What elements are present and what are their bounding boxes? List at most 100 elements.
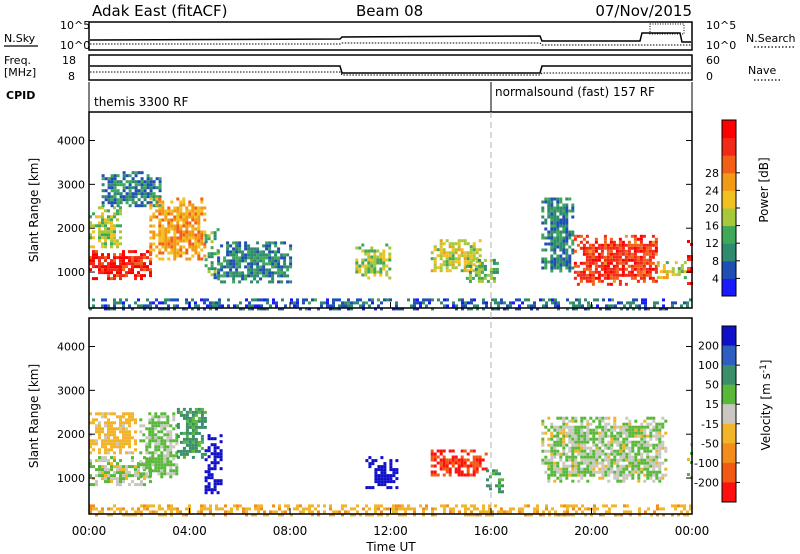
heatmap-cell — [583, 449, 587, 453]
heatmap-cell — [383, 465, 387, 469]
heatmap-cell — [122, 465, 125, 469]
heatmap-cell — [580, 461, 584, 465]
heatmap-cell — [451, 461, 455, 465]
heatmap-cell — [275, 304, 278, 308]
heatmap-cell — [556, 416, 560, 420]
heatmap-cell — [460, 464, 464, 468]
heatmap-cell — [652, 455, 656, 459]
heatmap-cell — [125, 513, 128, 517]
heatmap-cell — [588, 255, 592, 259]
heatmap-cell — [245, 507, 248, 511]
heatmap-cell — [583, 461, 587, 465]
heatmap-cell — [605, 504, 608, 508]
heatmap-cell — [235, 271, 239, 275]
heatmap-cell — [179, 245, 183, 249]
heatmap-cell — [92, 304, 95, 308]
heatmap-cell — [149, 271, 152, 275]
heatmap-cell — [98, 433, 101, 437]
heatmap-cell — [628, 440, 632, 444]
heatmap-cell — [341, 504, 344, 508]
heatmap-cell — [194, 446, 198, 450]
heatmap-cell — [101, 195, 105, 199]
heatmap-cell — [203, 206, 207, 210]
heatmap-cell — [143, 189, 147, 193]
heatmap-cell — [483, 267, 487, 271]
heatmap-cell — [289, 265, 293, 269]
heatmap-cell — [576, 282, 580, 286]
heatmap-cell — [646, 458, 650, 462]
heatmap-cell — [364, 270, 368, 274]
heatmap-cell — [655, 473, 659, 477]
heatmap-cell — [329, 507, 332, 511]
heatmap-cell — [200, 410, 204, 414]
heatmap-cell — [119, 483, 122, 487]
heatmap-cell — [620, 307, 623, 311]
heatmap-cell — [445, 458, 449, 462]
heatmap-cell — [573, 276, 577, 280]
heatmap-cell — [188, 224, 192, 228]
heatmap-cell — [158, 209, 162, 213]
heatmap-cell — [287, 504, 290, 508]
heatmap-cell — [436, 461, 440, 465]
heatmap-cell — [148, 418, 152, 422]
heatmap-cell — [107, 180, 111, 184]
heatmap-cell — [256, 250, 260, 254]
heatmap-cell — [131, 262, 134, 266]
heatmap-cell — [642, 264, 646, 268]
heatmap-cell — [176, 455, 180, 459]
heatmap-cell — [571, 206, 575, 210]
heatmap-cell — [256, 256, 260, 260]
nsearch-series-line — [90, 42, 691, 46]
heatmap-cell — [314, 507, 317, 511]
heatmap-cell — [227, 304, 230, 308]
heatmap-cell — [577, 473, 581, 477]
heatmap-cell — [197, 407, 201, 411]
heatmap-cell — [571, 233, 575, 237]
heatmap-cell — [541, 266, 545, 270]
heatmap-cell — [643, 443, 647, 447]
heatmap-cell — [149, 189, 153, 193]
heatmap-cell — [158, 504, 161, 508]
heatmap-cell — [173, 239, 177, 243]
heatmap-cell — [161, 251, 165, 255]
heatmap-cell — [633, 264, 637, 268]
heatmap-cell — [207, 237, 211, 241]
heatmap-cell — [475, 461, 479, 465]
heatmap-cell — [367, 276, 371, 280]
heatmap-cell — [433, 257, 437, 261]
heatmap-cell — [212, 301, 215, 305]
heatmap-cell — [488, 504, 491, 508]
heatmap-cell — [280, 280, 284, 284]
heatmap-cell — [640, 431, 644, 435]
heatmap-cell — [277, 274, 281, 278]
heatmap-cell — [188, 419, 192, 423]
heatmap-cell — [207, 455, 211, 459]
heatmap-cell — [374, 504, 377, 508]
heatmap-cell — [431, 513, 434, 517]
heatmap-cell — [167, 218, 171, 222]
heatmap-cell — [597, 258, 601, 262]
heatmap-cell — [107, 307, 110, 311]
colorbar-swatch — [722, 120, 736, 139]
heatmap-cell — [382, 252, 386, 256]
heatmap-cell — [651, 276, 655, 280]
heatmap-cell — [643, 467, 647, 471]
heatmap-cell — [606, 264, 610, 268]
heatmap-cell — [547, 449, 551, 453]
radar-title: Adak East (fitACF) — [92, 2, 227, 20]
heatmap-cell — [268, 268, 272, 272]
heatmap-cell — [610, 431, 614, 435]
heatmap-cell — [128, 474, 131, 478]
heatmap-cell — [207, 488, 211, 492]
heatmap-cell — [116, 462, 119, 466]
heatmap-cell — [574, 449, 578, 453]
heatmap-cell — [445, 464, 449, 468]
heatmap-cell — [104, 471, 107, 475]
heatmap-cell — [642, 243, 646, 247]
heatmap-cell — [179, 224, 183, 228]
heatmap-cell — [481, 458, 485, 462]
heatmap-cell — [498, 481, 501, 485]
heatmap-cell — [689, 504, 692, 508]
heatmap-cell — [475, 251, 479, 255]
heatmap-cell — [286, 253, 290, 257]
